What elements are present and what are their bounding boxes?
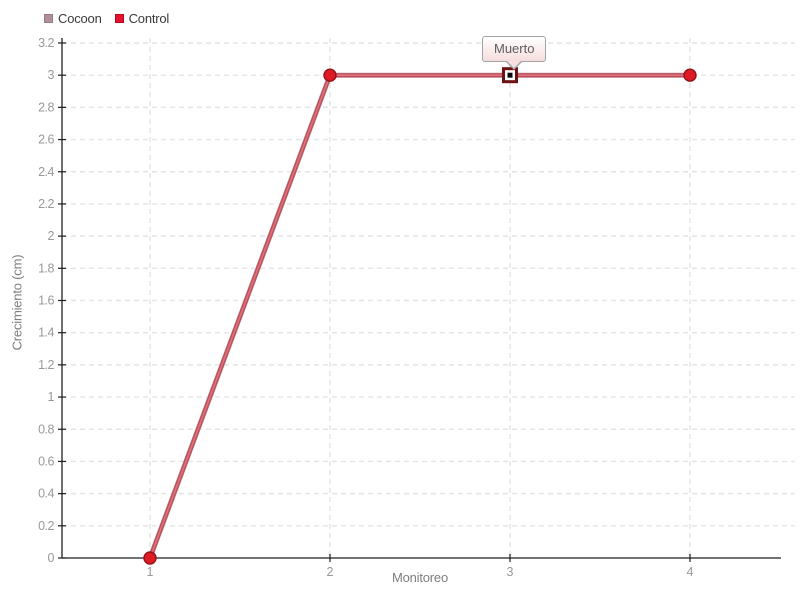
data-point[interactable]	[683, 68, 697, 82]
y-tick-label: 2.4	[38, 165, 54, 179]
y-tick-label: 1.4	[38, 326, 54, 340]
y-tick-label: 1	[48, 390, 55, 404]
legend-label-cocoon: Cocoon	[58, 11, 102, 26]
y-tick-label: 3	[48, 68, 55, 82]
y-tick-label: 1.8	[38, 261, 54, 275]
legend-label-control: Control	[128, 11, 170, 26]
legend-swatch-cocoon	[44, 14, 53, 23]
legend-item-control[interactable]: Control	[114, 11, 170, 26]
y-axis-title: Crecimiento (cm)	[9, 254, 25, 351]
series-line-control	[148, 73, 690, 559]
x-tick-label: 2	[327, 565, 334, 579]
tooltip-text: Muerto	[494, 41, 535, 57]
legend: Cocoon Control	[44, 11, 169, 26]
y-tick-label: 2	[48, 229, 55, 243]
data-point[interactable]	[143, 551, 157, 565]
y-tick-label: 2.2	[38, 197, 54, 211]
y-tick-label: 3.2	[38, 36, 54, 50]
y-tick-label: 2.8	[38, 100, 54, 114]
data-point[interactable]	[323, 68, 337, 82]
y-tick-label: 0.4	[38, 487, 54, 501]
x-tick-label: 4	[687, 565, 694, 579]
y-tick-label: 0.6	[38, 454, 54, 468]
y-tick-label: 1.2	[38, 358, 54, 372]
legend-item-cocoon[interactable]: Cocoon	[44, 11, 102, 26]
y-tick-label: 1.6	[38, 294, 54, 308]
y-tick-label: 2.6	[38, 133, 54, 147]
x-tick-label: 3	[507, 565, 514, 579]
series-line-cocoon	[147, 72, 690, 559]
y-tick-label: 0.2	[38, 519, 54, 533]
legend-swatch-control	[114, 14, 124, 23]
y-tick-label: 0	[48, 551, 55, 565]
x-tick-label: 1	[147, 565, 154, 579]
tooltip-pointer-fill	[507, 61, 522, 69]
series-line-control-core	[149, 74, 690, 559]
dead-point-center	[507, 72, 513, 78]
y-tick-label: 0.8	[38, 422, 54, 436]
x-axis-title: Monitoreo	[391, 570, 448, 585]
tooltip-muerto: Muerto	[482, 36, 547, 71]
